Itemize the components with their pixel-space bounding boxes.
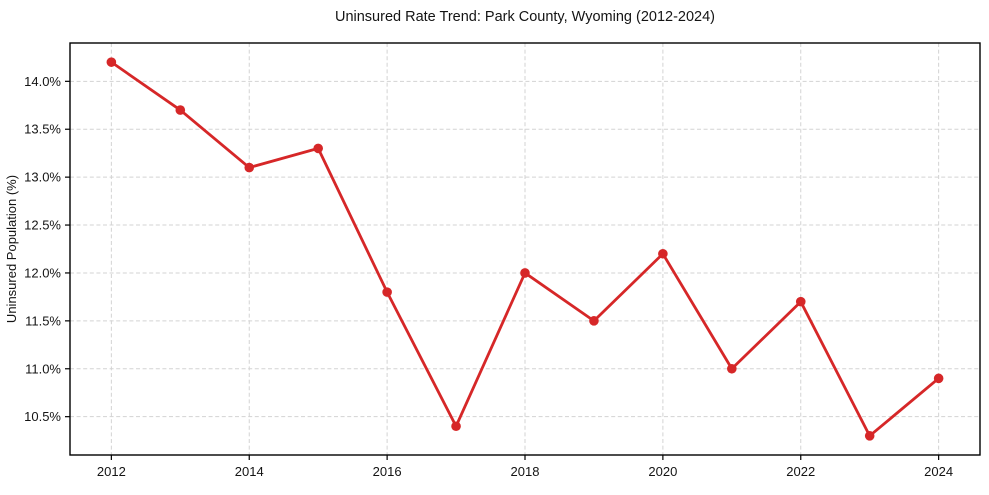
y-tick-label: 10.5% [24, 409, 61, 424]
x-tick-label: 2016 [373, 464, 402, 479]
series-layer [106, 57, 944, 441]
y-tick-label: 12.5% [24, 218, 61, 233]
x-tick-label: 2012 [97, 464, 126, 479]
y-tick-label: 11.0% [25, 361, 61, 376]
x-tick-label: 2020 [648, 464, 677, 479]
data-point-marker [313, 143, 323, 154]
grid-layer [70, 43, 980, 455]
data-point-marker [175, 105, 186, 115]
x-tick-label: 2014 [235, 464, 264, 479]
y-tick-label: 11.5% [25, 313, 61, 328]
y-tick-label: 12.0% [24, 265, 61, 280]
data-point-marker [382, 287, 392, 297]
data-point-marker [520, 268, 530, 278]
data-point-marker [451, 421, 461, 432]
data-point-marker [589, 316, 599, 326]
y-tick-label: 14.0% [24, 74, 61, 89]
chart-title: Uninsured Rate Trend: Park County, Wyomi… [335, 9, 715, 25]
tick-layer: 10.5% 11.0% 11.5% 12.0% 12.5% 13.0% 13.5% 14.0%… [24, 74, 953, 479]
y-tick-label: 13.0% [24, 170, 61, 185]
data-point-marker [795, 296, 806, 307]
y-axis-label: Uninsured Population (%) [4, 175, 19, 323]
data-point-marker [864, 431, 875, 441]
y-tick-label: 13.5% [24, 122, 61, 137]
x-tick-label: 2018 [511, 464, 540, 479]
data-point-marker [727, 363, 737, 374]
data-point-marker [658, 248, 668, 259]
x-tick-label: 2022 [786, 464, 815, 479]
data-point-marker [244, 162, 255, 173]
data-point-marker [106, 57, 117, 67]
x-tick-label: 2024 [924, 464, 953, 479]
data-point-marker [933, 373, 944, 384]
plot-border [69, 42, 981, 456]
